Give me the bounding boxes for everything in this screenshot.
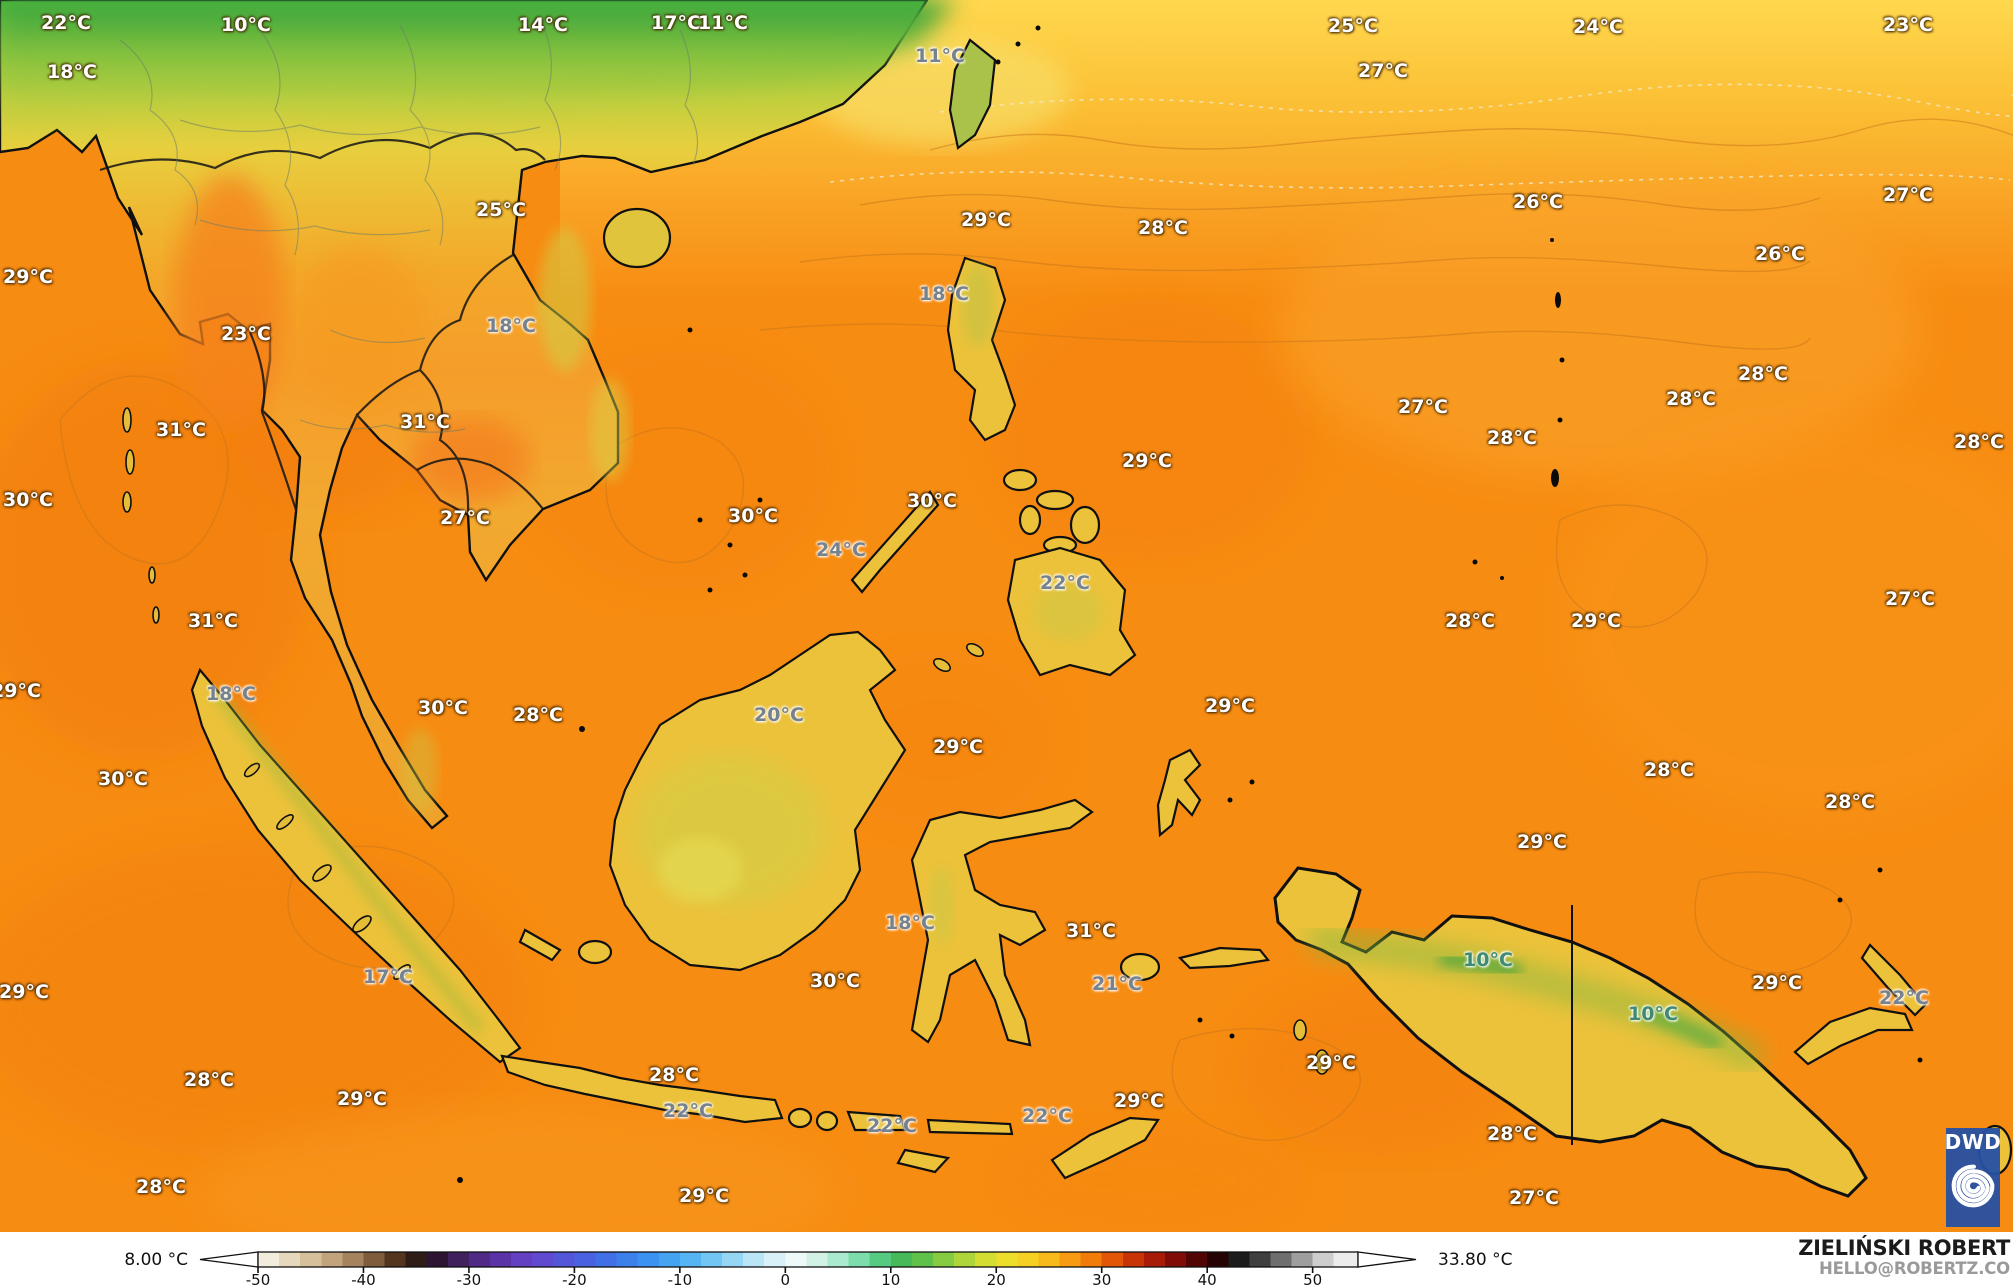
colorbar-gradient-bar <box>257 1251 1359 1268</box>
colorbar-tick-label: -10 <box>668 1271 693 1287</box>
province-borders <box>119 19 699 433</box>
colorbar-tick-label: 0 <box>781 1271 791 1287</box>
hainan-island <box>602 207 672 269</box>
new-britain-island <box>1793 1006 1914 1066</box>
land-temperature-tints <box>175 175 630 812</box>
sea-dashed-contours <box>829 83 2013 189</box>
colorbar-max-label: 33.80 °C <box>1438 1250 1512 1270</box>
sea-isotherm-contours <box>59 118 2013 1141</box>
attribution: ZIELIŃSKI ROBERT HELLO@ROBERTZ.CO <box>1798 1236 2010 1279</box>
attribution-name: ZIELIŃSKI ROBERT <box>1798 1236 2010 1260</box>
islet-dots <box>457 25 1923 1183</box>
sulawesi-island <box>910 798 1094 1047</box>
colorbar-footer: -50 -40 -30 -20 -10 0 10 20 30 40 50 8.00 °C 33.80… <box>0 1232 2013 1287</box>
new-ireland-island <box>1860 943 1927 1017</box>
colorbar-right-arrow <box>1357 1251 1417 1268</box>
colorbar-tick-label: -50 <box>246 1271 271 1287</box>
colorbar-tick-label: 20 <box>987 1271 1006 1287</box>
colorbar-tick-label: 10 <box>881 1271 900 1287</box>
country-borders <box>99 132 546 516</box>
colorbar-tick-label: -20 <box>562 1271 587 1287</box>
colorbar-tick-label: 50 <box>1303 1271 1322 1287</box>
colorbar-tick-label: -30 <box>457 1271 482 1287</box>
attribution-email: HELLO@ROBERTZ.CO <box>1818 1259 2010 1279</box>
buru-island <box>1119 952 1161 982</box>
island-terrain-tints <box>210 263 1766 1072</box>
taiwan-island <box>948 38 997 150</box>
dwd-logo-text: DWD <box>1944 1130 2002 1154</box>
china-green-zone <box>0 0 956 132</box>
timor-island <box>1050 1116 1160 1180</box>
colorbar-min-label: 8.00 °C <box>124 1250 188 1270</box>
colorbar: -50 -40 -30 -20 -10 0 10 20 30 40 50 8.00 °C 33.80… <box>124 1250 1512 1287</box>
temperature-map-canvas[interactable] <box>0 0 2013 1232</box>
colorbar-tick-label: -40 <box>351 1271 376 1287</box>
colorbar-tick-label: 40 <box>1198 1271 1217 1287</box>
halmahera-island <box>1156 748 1202 838</box>
seram-island <box>1177 946 1271 970</box>
palawan-island <box>850 490 940 594</box>
colorbar-ticks: -50 -40 -30 -20 -10 0 10 20 30 40 50 <box>246 1267 1322 1287</box>
colorbar-left-arrow <box>199 1251 259 1268</box>
dwd-spiral-icon <box>1951 1164 1995 1208</box>
dwd-logo: DWD <box>1944 1128 2002 1227</box>
colorbar-tick-label: 30 <box>1092 1271 1111 1287</box>
sea-warm-patches <box>0 180 2013 1232</box>
java-island <box>500 1054 784 1124</box>
